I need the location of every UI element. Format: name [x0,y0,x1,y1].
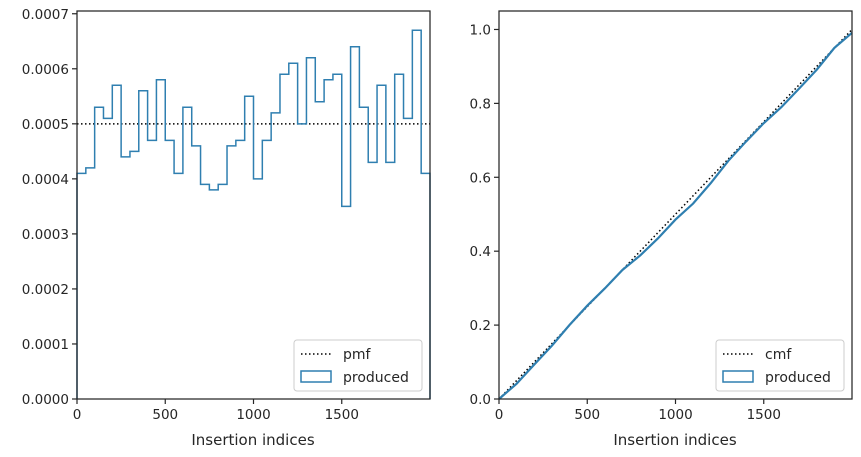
left-produced-histogram [76,29,431,399]
right-x-axis-label: Insertion indices [613,431,736,449]
left-legend-produced-swatch [300,370,332,383]
left-x-tick-label: 1500 [325,407,359,423]
left-y-tick-label: 0.0007 [22,7,69,23]
right-plot-area [499,11,852,399]
left-y-tick-label: 0.0006 [22,62,69,78]
left-legend-box [293,339,423,392]
right-chart: 0 500 1000 1500 0.0 0.2 0.4 0.6 0.8 1.0 Insertio… [470,10,853,449]
left-x-tick-label: 1000 [236,407,270,423]
left-legend-pmf-label: pmf [343,347,372,363]
right-y-tick-label: 0.4 [470,244,491,260]
right-y-ticks: 0.0 0.2 0.4 0.6 0.8 1.0 [470,22,499,408]
left-y-tick-label: 0.0002 [22,282,69,298]
right-y-tick-label: 1.0 [470,22,491,38]
left-chart: 0 500 1000 1500 0.00000.00010.00020.00030.0… [22,7,431,449]
right-legend: cmf produced [715,339,845,392]
left-legend: pmf produced [293,339,423,392]
left-y-tick-label: 0.0000 [22,392,69,408]
right-x-tick-label: 1000 [658,407,692,423]
left-x-tick-label: 0 [73,407,82,423]
right-x-tick-label: 0 [495,407,504,423]
left-x-tick-label: 500 [152,407,178,423]
left-y-tick-label: 0.0005 [22,117,69,133]
left-x-axis-label: Insertion indices [191,431,314,449]
right-y-tick-label: 0.8 [470,96,491,112]
left-y-tick-label: 0.0003 [22,227,69,243]
right-y-tick-label: 0.6 [470,170,491,186]
right-legend-produced-swatch [722,370,754,383]
right-produced-curve [498,31,853,400]
right-legend-produced-label: produced [765,370,831,386]
left-y-ticks: 0.0000 0.0001 0.0002 0.0003 0.0004 0.0005 0.00… [22,7,77,408]
right-x-tick-label: 1500 [747,407,781,423]
right-y-tick-label: 0.2 [470,318,491,334]
right-legend-box [715,339,845,392]
right-x-ticks: 0 500 1000 1500 [495,399,781,423]
right-legend-cmf-label: cmf [765,347,792,363]
right-x-tick-label: 500 [574,407,600,423]
left-y-tick-label: 0.0004 [22,172,69,188]
left-x-ticks: 0 500 1000 1500 [73,399,359,423]
left-legend-produced-label: produced [343,370,409,386]
left-plot-area [77,11,430,399]
right-y-tick-label: 0.0 [470,392,491,408]
left-y-tick-label: 0.0001 [22,337,69,353]
